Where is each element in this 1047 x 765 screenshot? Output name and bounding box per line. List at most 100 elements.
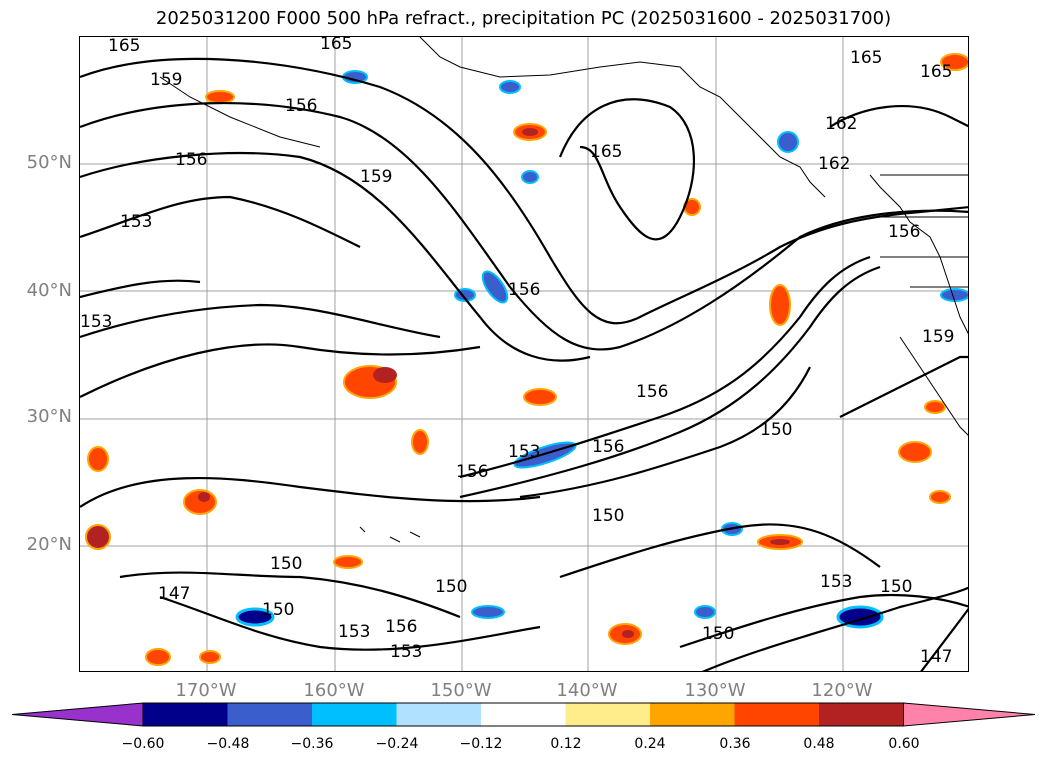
lat-label-50n: 50°N bbox=[26, 152, 72, 173]
contour-label: 165 bbox=[590, 142, 622, 162]
precip-blob bbox=[777, 131, 799, 153]
colorbar-tick: 0.48 bbox=[803, 736, 835, 752]
precip-blob bbox=[940, 53, 968, 71]
precip-blob bbox=[940, 288, 968, 302]
contour-label: 153 bbox=[390, 642, 422, 662]
colorbar-tick: −0.48 bbox=[206, 736, 250, 752]
contour-line bbox=[80, 476, 541, 508]
contour-label: 153 bbox=[820, 572, 852, 592]
precip-blob bbox=[471, 605, 505, 619]
contour-line bbox=[80, 57, 968, 325]
contour-label: 153 bbox=[338, 622, 370, 642]
precip-blob bbox=[411, 429, 429, 455]
contour-label: 153 bbox=[508, 442, 540, 462]
contour-label: 150 bbox=[880, 577, 912, 597]
lat-label-40n: 40°N bbox=[26, 280, 72, 301]
contour-line bbox=[701, 586, 968, 671]
contour-label: 147 bbox=[920, 647, 952, 667]
contour-line bbox=[459, 265, 881, 499]
precip-blob bbox=[199, 650, 221, 664]
colorbar-segment bbox=[227, 703, 312, 726]
colorbar-segment bbox=[312, 703, 397, 726]
refractivity-contours bbox=[80, 57, 968, 671]
contour-label: 150 bbox=[262, 600, 294, 620]
colorbar-extend-high bbox=[903, 702, 1036, 727]
precip-blob bbox=[198, 492, 210, 502]
colorbar-outline bbox=[142, 702, 904, 727]
contour-label: 156 bbox=[385, 617, 417, 637]
contour-line bbox=[119, 571, 461, 619]
precip-blob bbox=[87, 446, 109, 472]
precip-blob bbox=[622, 630, 634, 638]
north-america-west-coast bbox=[869, 174, 968, 335]
contour-line bbox=[80, 343, 481, 398]
contour-label: 156 bbox=[592, 437, 624, 457]
contour-label: 150 bbox=[702, 624, 734, 644]
precip-blob bbox=[333, 555, 363, 569]
contour-label: 165 bbox=[320, 37, 352, 54]
lon-label-120w: 120°W bbox=[811, 680, 873, 701]
contour-label: 153 bbox=[80, 312, 112, 332]
colorbar-tick: 0.12 bbox=[550, 736, 582, 752]
contour-label: 159 bbox=[922, 327, 954, 347]
lon-label-170w: 170°W bbox=[175, 680, 237, 701]
precip-blob bbox=[694, 605, 716, 619]
precip-blob bbox=[770, 539, 790, 545]
colorbar-segments bbox=[11, 702, 1036, 727]
contour-line bbox=[829, 105, 968, 128]
contour-label: 150 bbox=[760, 420, 792, 440]
colorbar-tick: −0.12 bbox=[459, 736, 503, 752]
contour-label: 162 bbox=[818, 154, 850, 174]
map-panel[interactable]: 165 165 159 156 156 159 165 165 165 162 … bbox=[79, 36, 969, 672]
precip-blob bbox=[373, 367, 397, 383]
contour-label: 165 bbox=[920, 62, 952, 82]
contour-label: 162 bbox=[825, 114, 857, 134]
aleutian-coast bbox=[159, 76, 321, 148]
colorbar-segment bbox=[734, 703, 819, 726]
contour-line bbox=[159, 595, 541, 651]
lon-label-150w: 150°W bbox=[430, 680, 492, 701]
contour-line bbox=[80, 279, 201, 299]
lat-label-30n: 30°N bbox=[26, 406, 72, 427]
lat-label-20n: 20°N bbox=[26, 534, 72, 555]
contour-label: 156 bbox=[456, 462, 488, 482]
colorbar-extend-low bbox=[11, 702, 144, 727]
precip-blob bbox=[929, 490, 951, 504]
colorbar-tick: 0.36 bbox=[719, 736, 751, 752]
precip-blob bbox=[85, 524, 111, 550]
contour-label: 150 bbox=[270, 554, 302, 574]
contour-line bbox=[839, 355, 968, 418]
colorbar bbox=[11, 702, 1036, 727]
precip-blob bbox=[924, 400, 946, 414]
contour-line bbox=[80, 195, 361, 248]
colorbar-segment bbox=[396, 703, 481, 726]
precip-blob bbox=[769, 284, 791, 326]
contour-line bbox=[459, 255, 871, 479]
precip-blob bbox=[235, 607, 275, 627]
precip-blob bbox=[205, 90, 235, 104]
lon-label-140w: 140°W bbox=[556, 680, 618, 701]
coastlines bbox=[159, 37, 968, 543]
contour-label: 156 bbox=[175, 150, 207, 170]
contour-label: 153 bbox=[120, 212, 152, 232]
contour-label: 150 bbox=[592, 506, 624, 526]
precip-blob bbox=[481, 270, 509, 304]
colorbar-segment bbox=[481, 703, 566, 726]
hawaii-islands bbox=[359, 526, 421, 543]
contour-label: 156 bbox=[636, 382, 668, 402]
graticule bbox=[80, 37, 968, 671]
contour-line bbox=[80, 101, 968, 351]
contour-label: 165 bbox=[108, 37, 140, 56]
map-canvas: 165 165 159 156 156 159 165 165 165 162 … bbox=[80, 37, 968, 671]
contour-line bbox=[558, 98, 695, 241]
contour-line bbox=[80, 151, 591, 362]
precip-anomalies bbox=[85, 53, 968, 666]
precip-blob bbox=[521, 170, 539, 184]
precip-blob bbox=[898, 441, 932, 463]
contour-label: 156 bbox=[888, 222, 920, 242]
precip-blob bbox=[522, 128, 538, 136]
colorbar-segment bbox=[650, 703, 735, 726]
contour-label: 159 bbox=[360, 167, 392, 187]
contour-labels: 165 165 159 156 156 159 165 165 165 162 … bbox=[80, 37, 954, 667]
baja-coast bbox=[899, 336, 968, 436]
